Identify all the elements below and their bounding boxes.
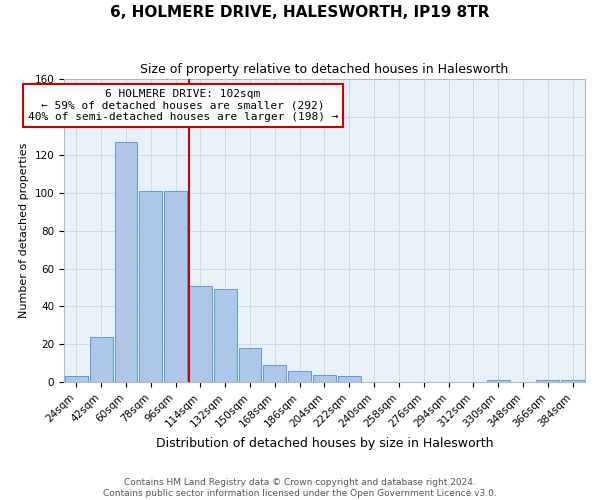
Bar <box>239 348 262 382</box>
Bar <box>313 374 336 382</box>
Bar <box>536 380 559 382</box>
Text: Contains HM Land Registry data © Crown copyright and database right 2024.
Contai: Contains HM Land Registry data © Crown c… <box>103 478 497 498</box>
Bar <box>115 142 137 382</box>
X-axis label: Distribution of detached houses by size in Halesworth: Distribution of detached houses by size … <box>156 437 493 450</box>
Y-axis label: Number of detached properties: Number of detached properties <box>19 143 29 318</box>
Bar <box>263 365 286 382</box>
Bar <box>139 191 162 382</box>
Bar <box>338 376 361 382</box>
Text: 6 HOLMERE DRIVE: 102sqm
← 59% of detached houses are smaller (292)
40% of semi-d: 6 HOLMERE DRIVE: 102sqm ← 59% of detache… <box>28 89 338 122</box>
Bar <box>65 376 88 382</box>
Bar <box>487 380 509 382</box>
Title: Size of property relative to detached houses in Halesworth: Size of property relative to detached ho… <box>140 62 509 76</box>
Text: 6, HOLMERE DRIVE, HALESWORTH, IP19 8TR: 6, HOLMERE DRIVE, HALESWORTH, IP19 8TR <box>110 5 490 20</box>
Bar <box>288 370 311 382</box>
Bar <box>90 336 113 382</box>
Bar <box>561 380 584 382</box>
Bar <box>214 290 236 382</box>
Bar <box>164 191 187 382</box>
Bar <box>189 286 212 382</box>
